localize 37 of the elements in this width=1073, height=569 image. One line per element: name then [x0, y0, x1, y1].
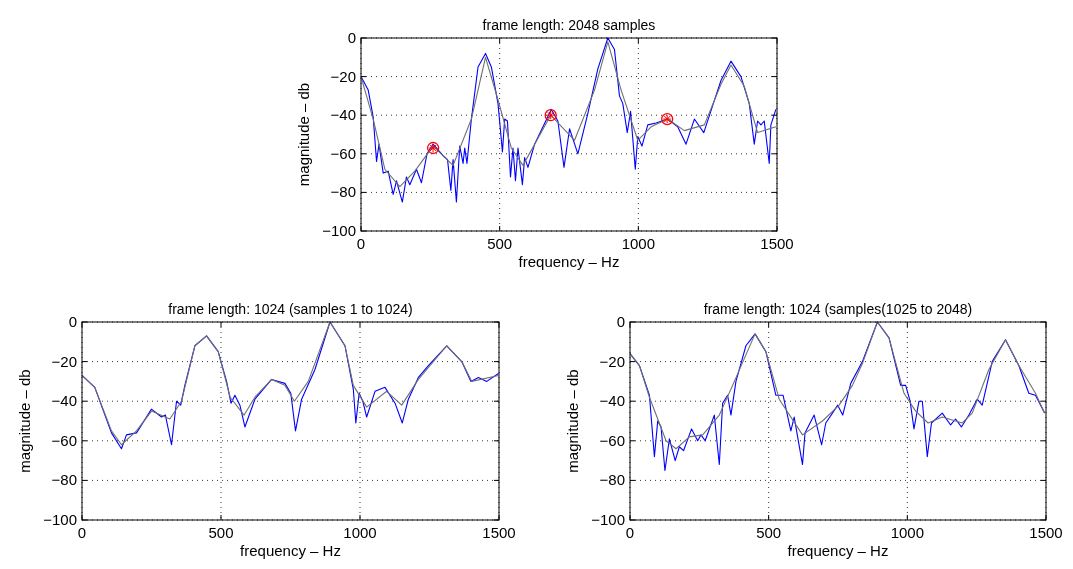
- y-tick-label: −20: [51, 352, 77, 370]
- chart-title: frame length: 2048 samples: [482, 17, 656, 33]
- y-tick-label: 0: [347, 29, 356, 46]
- x-tick-label: 1500: [1029, 524, 1063, 541]
- x-axis-title: frequency – Hz: [787, 542, 889, 559]
- y-tick-label: −60: [51, 431, 77, 449]
- y-tick-label: −100: [43, 511, 77, 528]
- chart-title: frame length: 1024 (samples 1 to 1024): [168, 301, 413, 317]
- y-tick-label: −40: [330, 106, 356, 124]
- y-tick-label: −80: [599, 471, 625, 489]
- x-axis-title: frequency – Hz: [240, 542, 341, 559]
- y-axis-title: magnitude – db: [295, 82, 312, 187]
- y-tick-label: −60: [330, 144, 356, 162]
- x-axis-title: frequency – Hz: [518, 253, 620, 270]
- y-tick-label: −100: [322, 222, 356, 239]
- y-tick-label: −80: [51, 471, 77, 489]
- x-tick-label: 1500: [482, 524, 516, 541]
- y-tick-label: 0: [616, 313, 625, 330]
- y-axis-title: magnitude – db: [16, 369, 33, 473]
- y-tick-label: −40: [51, 392, 77, 410]
- x-tick-label: 1000: [343, 524, 377, 541]
- y-tick-label: −20: [599, 352, 625, 370]
- y-tick-label: −100: [591, 511, 625, 528]
- y-axis-title: magnitude – db: [564, 369, 581, 473]
- x-tick-label: 1000: [621, 235, 656, 252]
- y-tick-label: −20: [330, 67, 356, 85]
- x-tick-label: 1000: [890, 524, 925, 541]
- x-tick-label: 500: [208, 524, 234, 541]
- point: [426, 141, 440, 155]
- x-tick-label: 500: [487, 235, 513, 252]
- y-tick-label: −60: [599, 431, 625, 449]
- y-tick-label: 0: [68, 313, 77, 330]
- x-tick-label: 1500: [760, 235, 794, 252]
- x-tick-label: 500: [756, 524, 782, 541]
- y-tick-label: −40: [599, 392, 625, 410]
- chart-title: frame length: 1024 (samples(1025 to 2048): [703, 301, 973, 317]
- y-tick-label: −80: [330, 183, 356, 201]
